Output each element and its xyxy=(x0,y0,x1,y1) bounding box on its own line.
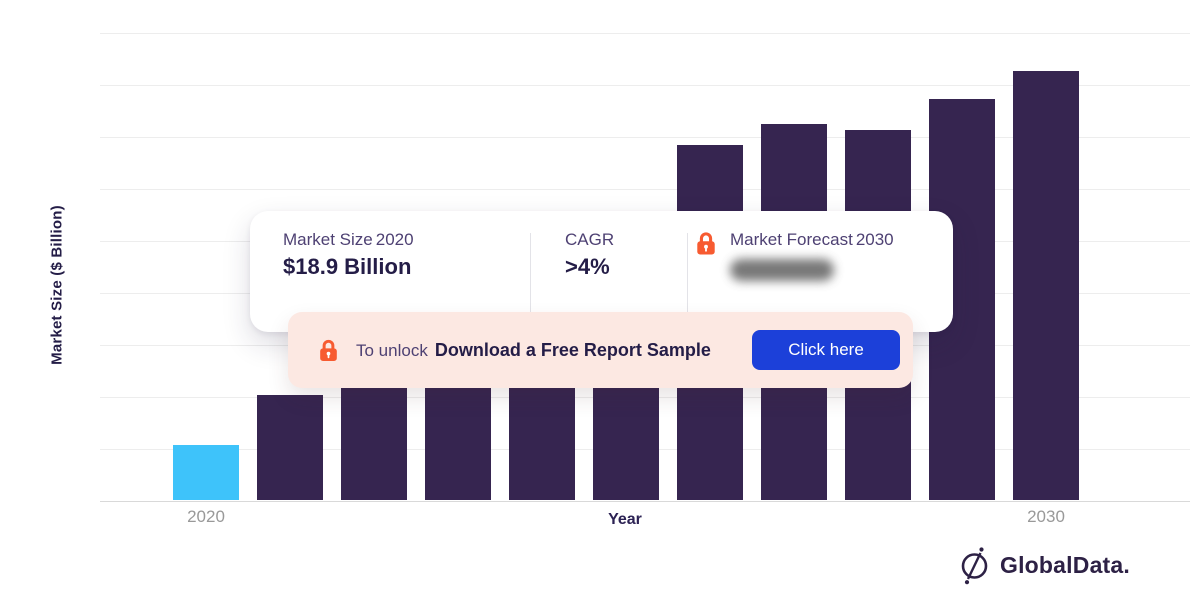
info-card: Market Size 2020 $18.9 Billion CAGR >4% M… xyxy=(250,211,953,332)
globaldata-logo: GlobalData. xyxy=(958,545,1130,585)
gridline xyxy=(100,137,1190,138)
unlock-banner: To unlock Download a Free Report Sample C… xyxy=(288,312,913,388)
gridline xyxy=(100,85,1190,86)
unlock-message: To unlock Download a Free Report Sample xyxy=(356,340,711,361)
forecast-label-text: Market Forecast xyxy=(730,230,853,249)
x-axis-line xyxy=(100,501,1190,502)
cagr-label: CAGR xyxy=(565,230,615,249)
card-divider xyxy=(687,233,688,312)
blurred-forecast-value xyxy=(730,259,834,281)
forecast-label: Market Forecast 2030 xyxy=(730,230,894,250)
x-tick-2020: 2020 xyxy=(187,507,225,526)
market-size-year: 2020 xyxy=(375,230,414,249)
unlock-prefix: To unlock xyxy=(356,340,428,360)
lock-icon xyxy=(697,232,715,255)
bar-2020 xyxy=(173,445,239,500)
click-here-button[interactable]: Click here xyxy=(752,330,900,370)
gridline xyxy=(100,189,1190,190)
x-tick-2030: 2030 xyxy=(1027,507,1065,526)
forecast-section: Market Forecast 2030 xyxy=(695,230,894,281)
market-size-label-text: Market Size xyxy=(283,230,373,249)
unlock-message-bold: Download a Free Report Sample xyxy=(434,339,711,360)
market-size-value: $18.9 Billion xyxy=(283,254,412,279)
globaldata-logo-text: GlobalData. xyxy=(1000,551,1131,578)
forecast-block: Market Forecast 2030 xyxy=(730,230,894,281)
x-axis-label: Year xyxy=(608,511,642,528)
bar-2030 xyxy=(1013,71,1079,500)
market-size-label: Market Size 2020 xyxy=(283,230,414,250)
bar-2021 xyxy=(257,395,323,500)
lock-icon xyxy=(320,339,337,361)
y-axis-label: Market Size ($ Billion) xyxy=(48,205,66,365)
forecast-year: 2030 xyxy=(855,230,894,249)
cagr-section: CAGR >4% xyxy=(565,230,614,280)
globaldata-logo-icon xyxy=(961,547,988,585)
market-size-section: Market Size 2020 $18.9 Billion xyxy=(283,230,414,280)
cagr-value: >4% xyxy=(565,254,610,279)
gridline xyxy=(100,33,1190,34)
card-divider xyxy=(530,233,531,312)
